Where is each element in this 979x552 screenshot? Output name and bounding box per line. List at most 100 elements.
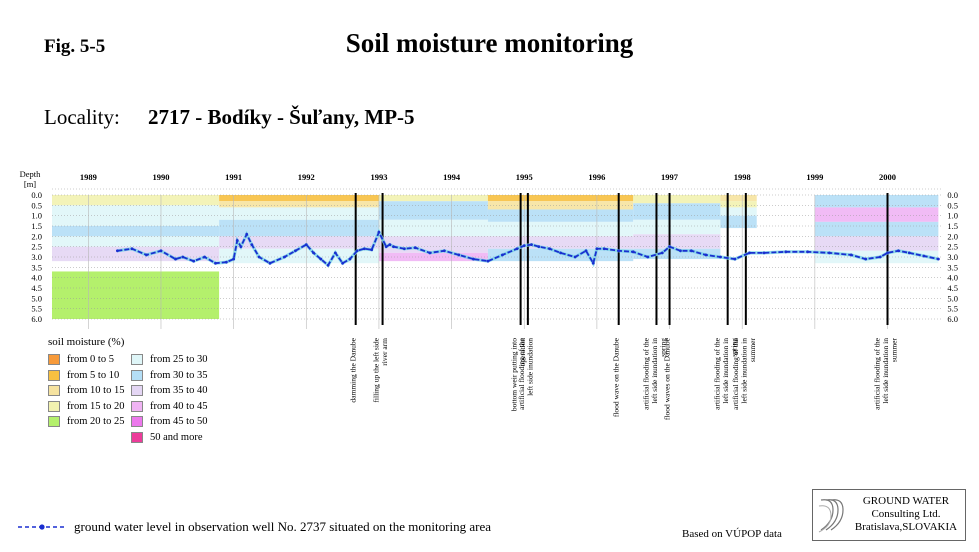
y-tick-left: 0.5 — [31, 200, 42, 210]
heat-cell-25 — [633, 219, 721, 235]
event-label-5-0: artificial flooding of the — [641, 337, 650, 410]
heat-cell-20 — [487, 221, 634, 237]
legend-label: from 35 to 40 — [150, 385, 208, 396]
series-point — [257, 255, 261, 259]
company-subtitle: Consulting Ltd. — [871, 508, 941, 520]
legend-label: from 0 to 5 — [67, 354, 114, 365]
y-tick-right: 5.0 — [947, 293, 958, 303]
y-axis-unit: [m] — [24, 179, 36, 189]
series-point — [849, 253, 853, 257]
x-tick-label: 1991 — [225, 172, 242, 182]
heat-cell-33 — [814, 207, 939, 222]
series-point — [333, 251, 337, 255]
event-label-2-1: operation — [518, 338, 527, 367]
legend-title: soil moisture (%) — [48, 336, 125, 348]
heat-cell-27 — [633, 248, 721, 260]
series-point — [897, 249, 900, 253]
y-tick-right: 3.5 — [947, 262, 958, 272]
y-tick-right: 0.5 — [947, 200, 958, 210]
y-tick-right: 5.5 — [947, 304, 958, 314]
legend-swatch — [131, 354, 143, 365]
event-label-group-4: flood wave on the Danube — [612, 337, 621, 417]
event-label-8-1: left side inundation in — [739, 338, 748, 404]
heat-cell-4 — [52, 236, 220, 247]
legend-swatch — [48, 354, 60, 365]
series-point — [319, 257, 323, 261]
x-tick-label: 1994 — [443, 172, 461, 182]
series-point — [293, 249, 297, 253]
series-point — [377, 230, 381, 234]
series-point — [348, 257, 352, 261]
heat-cell-10 — [219, 236, 379, 249]
y-tick-right: 2.5 — [947, 242, 958, 252]
event-markers: damming the Danube filling up the left si… — [349, 193, 899, 420]
series-point — [355, 249, 359, 253]
y-tick-right: 1.0 — [947, 211, 958, 221]
heat-cell-8 — [219, 207, 379, 220]
series-point — [584, 249, 588, 253]
heat-cell-14 — [378, 219, 488, 237]
y-tick-left: 1.5 — [31, 221, 42, 231]
event-label-group-6: flood waves on the Danube — [663, 337, 672, 420]
series-point — [413, 246, 417, 250]
groundwater-series — [115, 228, 940, 268]
heat-cell-26 — [633, 234, 721, 249]
series-point — [130, 247, 134, 251]
series-point — [471, 257, 475, 261]
heat-cell-7 — [219, 201, 379, 208]
series-point — [515, 247, 519, 251]
heat-cell-37 — [52, 271, 220, 319]
event-label-0-0: damming the Danube — [349, 337, 358, 402]
series-point — [668, 245, 671, 249]
series-point — [174, 257, 177, 261]
event-label-7-0: artificial flooding of the — [713, 337, 722, 410]
series-point — [679, 249, 682, 253]
legend-item: from 35 to 40 — [131, 385, 207, 396]
chart-axes: Depth[m]0.0 0.00.5 0.51.0 1.01.5 1.52.0 2.02.… — [20, 169, 958, 324]
legend-swatch — [48, 400, 60, 412]
heat-cell-29 — [720, 201, 757, 208]
y-tick-right: 4.0 — [947, 273, 958, 283]
y-tick-left: 4.0 — [31, 273, 42, 283]
series-point — [864, 257, 868, 261]
series-point — [159, 249, 163, 253]
series-point — [341, 261, 345, 265]
legend-swatch — [131, 400, 143, 412]
series-point — [573, 255, 577, 259]
y-tick-right: 3.0 — [947, 252, 958, 262]
series-point — [886, 251, 889, 255]
legend-item: from 0 to 5 — [48, 354, 114, 365]
heat-cell-0 — [52, 195, 220, 206]
company-logo-icon — [818, 499, 844, 533]
legend-swatch — [48, 416, 60, 427]
series-point — [602, 247, 606, 251]
series-point — [250, 243, 254, 247]
series-point — [646, 255, 650, 259]
legend-swatch — [48, 369, 60, 381]
series-point — [689, 249, 693, 253]
company-name: GROUND WATER — [862, 495, 950, 507]
legend-item: from 10 to 15 — [48, 385, 124, 396]
series-point — [268, 261, 272, 265]
event-label-9-2: summer — [890, 338, 899, 363]
series-point — [660, 251, 664, 255]
x-tick-label: 1993 — [370, 172, 387, 182]
series-point — [733, 257, 737, 261]
series-point — [304, 243, 308, 247]
figure-label: Fig. 5-5 — [44, 36, 106, 57]
series-point — [392, 245, 395, 249]
heat-cell-19 — [487, 209, 634, 222]
x-tick-label: 2000 — [879, 172, 896, 182]
y-tick-right: 1.5 — [947, 221, 958, 231]
series-point — [530, 243, 533, 247]
series-point — [878, 255, 882, 259]
x-tick-label: 1997 — [661, 172, 679, 182]
gw-legend-text: ground water level in observation well N… — [74, 519, 491, 534]
event-label-group-3: artificial flooding of the left side inun… — [517, 337, 535, 410]
y-tick-left: 4.5 — [31, 283, 42, 293]
event-label-group-0: damming the Danube — [349, 337, 358, 402]
x-tick-label: 1998 — [734, 172, 751, 182]
legend-item: from 5 to 10 — [48, 369, 119, 381]
event-label-2-0: bottom weir putting into — [510, 338, 519, 411]
series-point — [388, 243, 392, 247]
